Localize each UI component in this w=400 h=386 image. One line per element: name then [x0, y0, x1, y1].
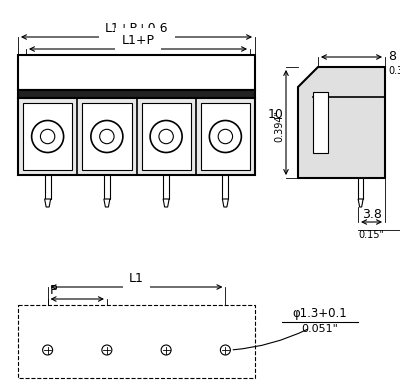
- Text: L1: L1: [129, 272, 144, 285]
- Text: L1+P+0.6: L1+P+0.6: [105, 22, 168, 35]
- Text: 3.8: 3.8: [362, 208, 382, 221]
- Bar: [18, 305, 255, 378]
- Bar: [18, 55, 255, 90]
- Text: 0.051": 0.051": [302, 324, 338, 334]
- Bar: [104, 175, 110, 199]
- Bar: [18, 98, 255, 175]
- Text: 8: 8: [388, 51, 396, 64]
- Bar: [18, 90, 255, 98]
- Text: 0.394": 0.394": [274, 110, 284, 142]
- Bar: [163, 175, 169, 199]
- Text: L1+P: L1+P: [122, 34, 154, 47]
- Bar: [142, 103, 191, 170]
- Text: 0.315": 0.315": [388, 66, 400, 76]
- Text: 0.15": 0.15": [358, 230, 384, 240]
- Bar: [82, 103, 132, 170]
- Polygon shape: [358, 199, 363, 207]
- Bar: [45, 175, 51, 199]
- Polygon shape: [104, 199, 110, 207]
- Polygon shape: [163, 199, 169, 207]
- Polygon shape: [45, 199, 51, 207]
- Bar: [358, 178, 363, 199]
- Bar: [201, 103, 250, 170]
- Text: P: P: [50, 284, 57, 297]
- Bar: [222, 175, 228, 199]
- Bar: [23, 103, 72, 170]
- Text: φ1.3+0.1: φ1.3+0.1: [293, 307, 347, 320]
- Bar: [313, 92, 328, 153]
- Text: 10: 10: [268, 108, 284, 121]
- Polygon shape: [222, 199, 228, 207]
- Polygon shape: [298, 67, 385, 178]
